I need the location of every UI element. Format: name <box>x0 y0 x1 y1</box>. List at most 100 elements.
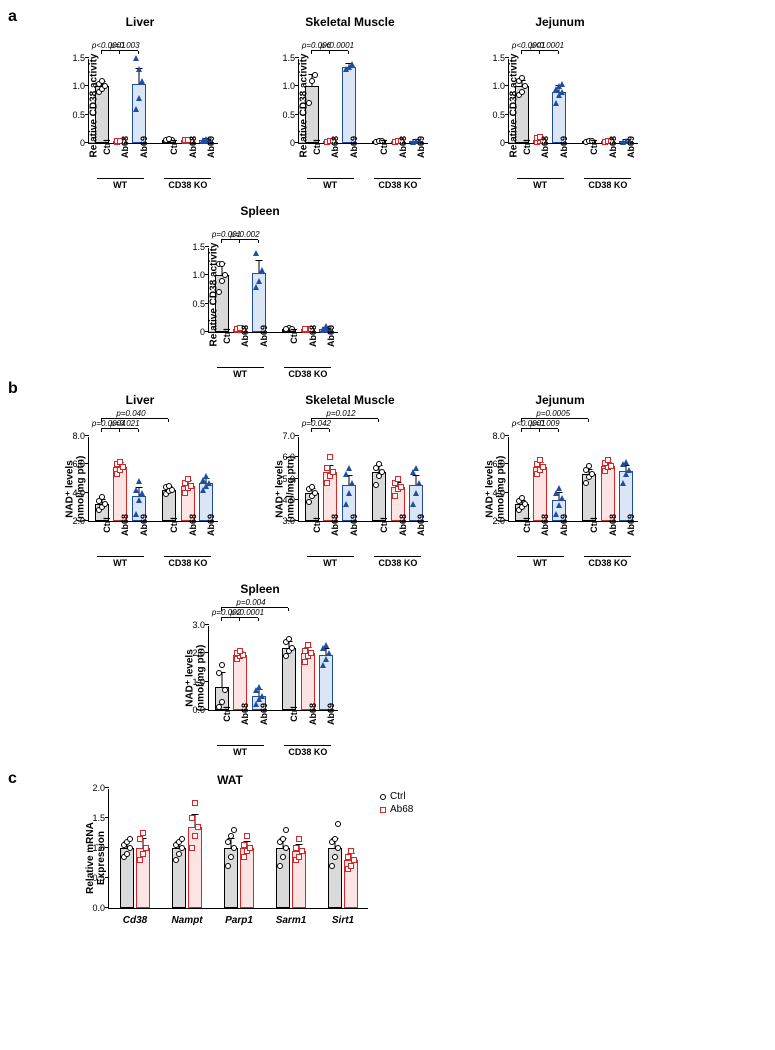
data-point <box>173 857 179 863</box>
data-point <box>323 656 329 662</box>
data-point <box>133 55 139 61</box>
data-point <box>222 272 228 278</box>
data-point <box>348 848 354 854</box>
data-point <box>608 463 614 469</box>
data-point <box>253 284 259 290</box>
x-tick-label: Ab68 <box>188 136 198 158</box>
chart-block: Liverp=0.0004p=0.021p=0.0402.04.06.08.0C… <box>50 393 230 574</box>
x-tick-label: Ab68 <box>540 514 550 536</box>
data-point <box>102 83 108 89</box>
data-point <box>219 662 225 668</box>
data-point <box>553 511 559 517</box>
data-point <box>620 480 626 486</box>
p-value: p=0.0005 <box>536 409 570 418</box>
y-tick: 1.0 <box>282 81 299 91</box>
bar <box>188 827 202 908</box>
x-tick-label: Ab69 <box>206 136 216 158</box>
data-point <box>188 483 194 489</box>
data-point <box>413 490 419 496</box>
data-point <box>280 836 286 842</box>
data-point <box>349 480 355 486</box>
data-point <box>343 471 349 477</box>
y-tick: 1.0 <box>492 81 509 91</box>
data-point <box>299 848 305 854</box>
data-point <box>192 800 198 806</box>
p-value: p=0.042 <box>302 419 331 428</box>
y-tick: 0.5 <box>282 110 299 120</box>
data-point <box>231 827 237 833</box>
chart-axes: 2.04.06.08.0CtrlAb68Ab69CtrlAb68Ab69WTCD… <box>88 437 218 522</box>
group-label: CD38 KO <box>283 369 333 379</box>
x-tick-label: Ab69 <box>416 136 426 158</box>
data-point <box>99 494 105 500</box>
data-point <box>326 650 332 656</box>
data-point <box>373 482 379 488</box>
data-point <box>140 830 146 836</box>
data-point <box>192 833 198 839</box>
group-label: CD38 KO <box>283 747 333 757</box>
data-point <box>398 484 404 490</box>
x-tick-label: Ctrl <box>222 328 232 344</box>
legend-item: Ctrl <box>380 791 413 802</box>
x-tick-label: Ab68 <box>308 325 318 347</box>
data-point <box>241 854 247 860</box>
data-point <box>253 701 259 707</box>
x-tick-label: Ab68 <box>330 514 340 536</box>
gene-label: Parp1 <box>217 915 261 926</box>
chart-axes: 2.04.06.08.0CtrlAb68Ab69CtrlAb68Ab69WTCD… <box>508 437 638 522</box>
data-point <box>376 461 382 467</box>
chart-block: Skeletal Musclep=0.006p<0.000100.51.01.5… <box>260 15 440 196</box>
data-point <box>556 502 562 508</box>
group-label: WT <box>95 180 145 190</box>
data-point <box>140 851 146 857</box>
data-point <box>203 473 209 479</box>
x-tick-label: Ctrl <box>169 139 179 155</box>
data-point <box>166 483 172 489</box>
data-point <box>537 457 543 463</box>
data-point <box>228 833 234 839</box>
y-tick: 0.5 <box>192 299 209 309</box>
x-tick-label: Ab68 <box>120 514 130 536</box>
data-point <box>379 469 385 475</box>
chart-block-wat: WAT0.00.51.01.52.0Cd38NamptParp1Sarm1Sir… <box>70 773 390 939</box>
data-point <box>124 851 130 857</box>
x-tick-label: Ab68 <box>188 514 198 536</box>
data-point <box>324 465 330 471</box>
y-axis-label: NAD⁺ levels(nmol/mg ptn) <box>64 455 86 522</box>
group-label: CD38 KO <box>163 558 213 568</box>
y-tick: 2.0 <box>92 783 109 793</box>
x-tick-label: Ab69 <box>626 136 636 158</box>
x-tick-label: Ab68 <box>120 136 130 158</box>
data-point <box>231 845 237 851</box>
x-tick-label: Ctrl <box>102 139 112 155</box>
data-point <box>626 467 632 473</box>
y-axis-label: Relative CD38 activity <box>208 242 219 346</box>
y-tick: 0.5 <box>72 110 89 120</box>
y-axis-label: NAD⁺ levels(nmol/mg ptn) <box>274 455 296 522</box>
data-point <box>253 250 259 256</box>
bar <box>372 472 386 521</box>
p-value: p=0.004 <box>236 598 265 607</box>
data-point <box>283 653 289 659</box>
p-value: p=0.040 <box>116 409 145 418</box>
data-point <box>330 469 336 475</box>
data-point <box>244 833 250 839</box>
data-point <box>277 863 283 869</box>
chart-block: Skeletal Musclep=0.042p=0.0123.04.05.06.… <box>260 393 440 574</box>
gene-label: Cd38 <box>113 915 157 926</box>
data-point <box>143 845 149 851</box>
y-tick: 0.5 <box>492 110 509 120</box>
data-point <box>302 326 308 332</box>
data-point <box>216 704 222 710</box>
data-point <box>120 464 126 470</box>
x-tick-label: Ab68 <box>398 136 408 158</box>
data-point <box>225 839 231 845</box>
x-tick-label: Ctrl <box>289 328 299 344</box>
x-tick-label: Ab68 <box>240 703 250 725</box>
data-point <box>139 490 145 496</box>
data-point <box>286 636 292 642</box>
chart-title: Liver <box>50 393 230 407</box>
data-point <box>332 854 338 860</box>
p-value: p=0.021 <box>110 419 139 428</box>
p-value: p=0.002 <box>230 230 259 239</box>
